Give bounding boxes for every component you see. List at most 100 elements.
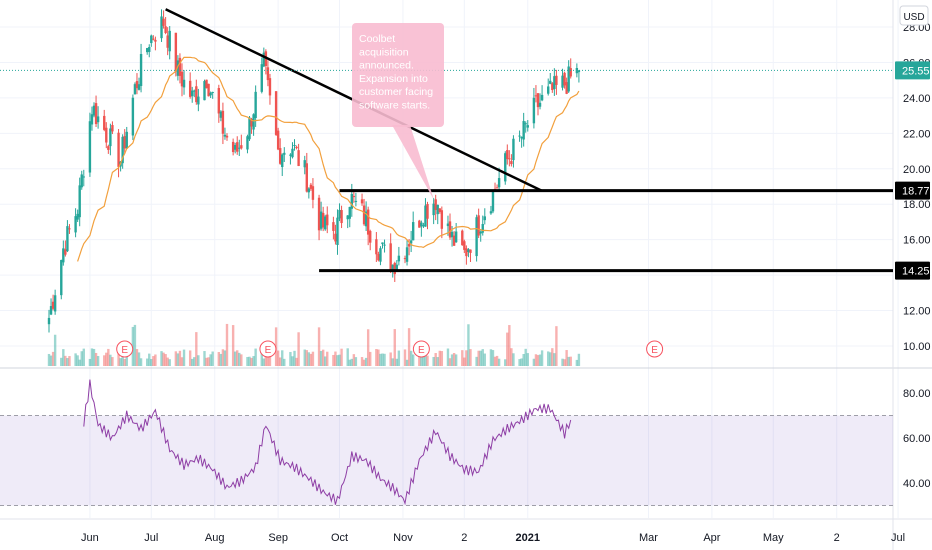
candle-body [236,142,239,152]
volume-bar [238,352,241,366]
candle-body [463,241,466,250]
candle-body [446,223,450,227]
candle-body [260,64,263,92]
candle-body [553,76,556,89]
volume-bar [252,356,255,366]
volume-bar [168,359,171,366]
currency-button[interactable]: USD [899,5,929,26]
volume-bar [324,356,327,366]
volume-bar [180,357,184,366]
candle-body [166,35,169,48]
candle-body [82,176,85,178]
candle-body [176,60,180,76]
volume-bar [105,352,108,366]
volume-bar [463,357,466,366]
volume-bar [522,354,525,366]
candle-body [424,205,427,227]
candle-body [219,111,223,118]
price-axis[interactable]: 28.0026.0024.0022.0020.0018.0016.0014.00… [895,22,931,353]
price-tick-label: 10.00 [903,341,931,353]
candle-body [489,211,493,214]
rsi-axis[interactable]: 80.00 60.00 40.00 [903,388,931,490]
volume-bar [446,348,450,366]
candle-body [426,204,429,219]
time-axis[interactable]: Jun Jul Aug Sep Oct Nov 2 2021 Mar Apr May 2 Jul [81,532,905,544]
candle-body [262,52,266,67]
candle-body [137,84,141,90]
volume-bar [434,353,437,366]
callout-box [352,23,444,127]
candle-body [381,242,384,245]
candle-body [174,32,178,72]
volume-bar [504,359,507,366]
candle-body [76,213,79,220]
volume-bar [369,351,372,366]
volume-bar [475,356,478,366]
volume-bar [520,358,523,366]
candle-body [393,262,396,275]
time-tick-label: 2 [834,532,840,544]
candle-body [362,205,366,225]
volume-bar [432,356,435,366]
price-tick-label: 20.00 [903,164,931,176]
volume-bar [88,358,92,366]
candle-body [278,148,282,164]
candle-body [510,161,513,165]
volume-bar [567,356,570,366]
rsi-tick-label: 40.00 [903,478,931,490]
candle-body [51,301,55,309]
volume-bar [174,351,178,366]
volume-bar [60,357,63,366]
rsi-line [83,379,572,506]
volume-bar [536,355,540,366]
time-tick-label: May [763,532,784,544]
volume-bar [274,327,278,366]
volume-bar [477,350,480,366]
volume-bar [307,352,311,366]
candle-body [432,203,435,216]
candle-body [364,211,368,227]
volume-bar [524,348,527,366]
currency-button-box[interactable] [899,5,929,26]
candle-body [506,150,509,160]
volume-bar [191,358,194,366]
candle-body [197,96,200,105]
level-price-label: 14.25 [902,266,930,278]
level-price-label: 18.77 [902,186,930,198]
candle-body [135,81,139,89]
volume-bar [395,358,399,366]
volume-bar [467,324,470,366]
candle-body [295,146,298,149]
volume-bar [96,355,100,366]
time-tick-label: Jul [891,532,905,544]
volume-bar [565,350,568,366]
candle-body [389,243,392,272]
candle-body [577,70,581,73]
candle-body [47,317,51,325]
volume-bar [276,350,280,366]
candle-body [383,244,386,246]
candle-body [123,136,126,149]
earnings-marker-label: E [265,345,272,356]
candle-body [377,254,380,261]
time-tick-label: Jun [81,532,99,544]
candle-body [448,221,452,238]
candle-body [465,248,468,257]
volume-bar [121,353,124,366]
candle-body [250,118,253,127]
level-price-label-bg [895,181,930,200]
volume-bar [53,334,57,366]
last-price-label-bg [895,61,930,80]
time-tick-label: Aug [205,532,225,544]
candle-body [125,131,128,149]
candle-body [68,228,71,230]
volume-bar [532,358,536,366]
volume-bar [178,350,182,366]
volume-bar [62,349,65,366]
volume-bar [510,348,513,366]
volume-bar [240,354,243,366]
candle-body [53,295,57,312]
volume-bar [207,357,210,366]
